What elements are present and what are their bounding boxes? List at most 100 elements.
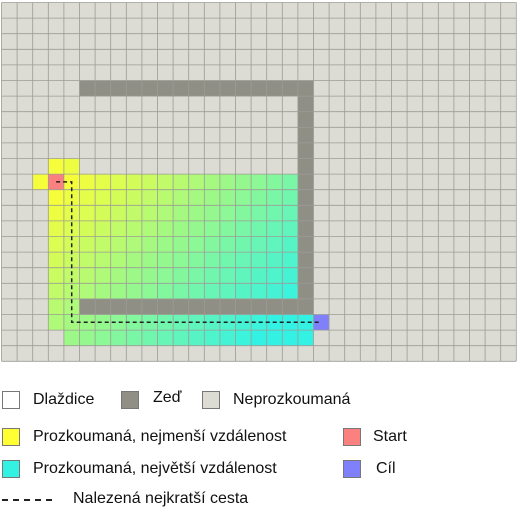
unexplored-cell: [204, 142, 220, 159]
unexplored-cell: [344, 220, 361, 237]
unexplored-cell: [235, 127, 252, 143]
legend-goal-label: Cíl: [376, 460, 396, 477]
unexplored-cell: [500, 345, 517, 362]
explored-cell: [282, 283, 298, 299]
unexplored-cell: [266, 345, 283, 362]
explored-cell: [95, 267, 111, 284]
unexplored-cell: [329, 174, 345, 190]
explored-cell: [188, 236, 205, 253]
unexplored-cell: [141, 158, 158, 175]
unexplored-cell: [251, 2, 267, 19]
unexplored-cell: [469, 298, 486, 315]
unexplored-cell: [360, 267, 376, 284]
unexplored-cell: [79, 49, 96, 65]
unexplored-cell: [282, 96, 298, 112]
unexplored-cell: [360, 283, 376, 299]
explored-cell: [126, 174, 142, 190]
unexplored-cell: [438, 174, 454, 190]
unexplored-cell: [188, 49, 205, 65]
wall-cell: [297, 236, 314, 253]
unexplored-cell: [79, 2, 96, 19]
explored-cell: [110, 330, 127, 346]
unexplored-cell: [32, 330, 49, 346]
unexplored-cell: [297, 33, 314, 50]
unexplored-cell: [1, 33, 18, 50]
unexplored-cell: [188, 345, 205, 362]
unexplored-cell: [469, 220, 486, 237]
unexplored-cell: [453, 96, 470, 112]
unexplored-cell: [500, 205, 517, 221]
unexplored-cell: [438, 252, 454, 268]
explored-cell: [282, 174, 298, 190]
unexplored-cell: [235, 33, 252, 50]
explored-cell: [282, 236, 298, 253]
explored-cell: [79, 252, 96, 268]
wall-cell: [297, 298, 314, 315]
unexplored-cell: [32, 252, 49, 268]
unexplored-cell: [141, 96, 158, 112]
unexplored-cell: [173, 49, 189, 65]
unexplored-cell: [251, 158, 267, 175]
unexplored-cell: [313, 158, 330, 175]
unexplored-cell: [469, 330, 486, 346]
explored-cell: [110, 236, 127, 253]
unexplored-cell: [391, 314, 408, 331]
explored-cell: [251, 283, 267, 299]
explored-cell: [282, 252, 298, 268]
unexplored-cell: [391, 33, 408, 50]
unexplored-cell: [469, 49, 486, 65]
unexplored-cell: [375, 205, 392, 221]
unexplored-cell: [282, 111, 298, 128]
unexplored-cell: [32, 142, 49, 159]
unexplored-cell: [344, 18, 361, 34]
wall-cell: [110, 298, 127, 315]
explored-cell: [32, 174, 49, 190]
unexplored-cell: [204, 127, 220, 143]
unexplored-cell: [95, 18, 111, 34]
unexplored-cell: [453, 111, 470, 128]
unexplored-cell: [313, 283, 330, 299]
explored-cell: [79, 330, 96, 346]
explored-cell: [235, 252, 252, 268]
unexplored-cell: [313, 236, 330, 253]
unexplored-cell: [453, 18, 470, 34]
unexplored-cell: [360, 314, 376, 331]
unexplored-cell: [469, 33, 486, 50]
unexplored-cell: [48, 330, 64, 346]
unexplored-cell: [32, 220, 49, 237]
unexplored-cell: [438, 33, 454, 50]
unexplored-cell: [485, 220, 501, 237]
unexplored-cell: [63, 80, 80, 97]
wall-cell: [282, 80, 298, 97]
unexplored-cell: [95, 127, 111, 143]
explored-cell: [188, 330, 205, 346]
unexplored-cell: [391, 80, 408, 97]
unexplored-cell: [95, 96, 111, 112]
wall-cell: [157, 80, 174, 97]
unexplored-cell: [32, 205, 49, 221]
unexplored-cell: [126, 33, 142, 50]
unexplored-cell: [375, 345, 392, 362]
unexplored-cell: [188, 127, 205, 143]
explored-cell: [204, 283, 220, 299]
unexplored-cell: [453, 252, 470, 268]
unexplored-cell: [204, 49, 220, 65]
unexplored-cell: [219, 96, 236, 112]
explored-cell: [173, 252, 189, 268]
unexplored-cell: [453, 205, 470, 221]
unexplored-cell: [391, 298, 408, 315]
wall-cell: [95, 80, 111, 97]
wall-cell: [251, 298, 267, 315]
explored-cell: [235, 236, 252, 253]
unexplored-cell: [79, 64, 96, 81]
explored-cell: [204, 189, 220, 206]
explored-cell: [141, 205, 158, 221]
unexplored-cell: [1, 142, 18, 159]
unexplored-cell: [110, 111, 127, 128]
unexplored-cell: [407, 189, 423, 206]
unexplored-cell: [251, 96, 267, 112]
unexplored-cell: [485, 2, 501, 19]
wall-cell: [266, 298, 283, 315]
unexplored-cell: [329, 33, 345, 50]
unexplored-cell: [173, 64, 189, 81]
